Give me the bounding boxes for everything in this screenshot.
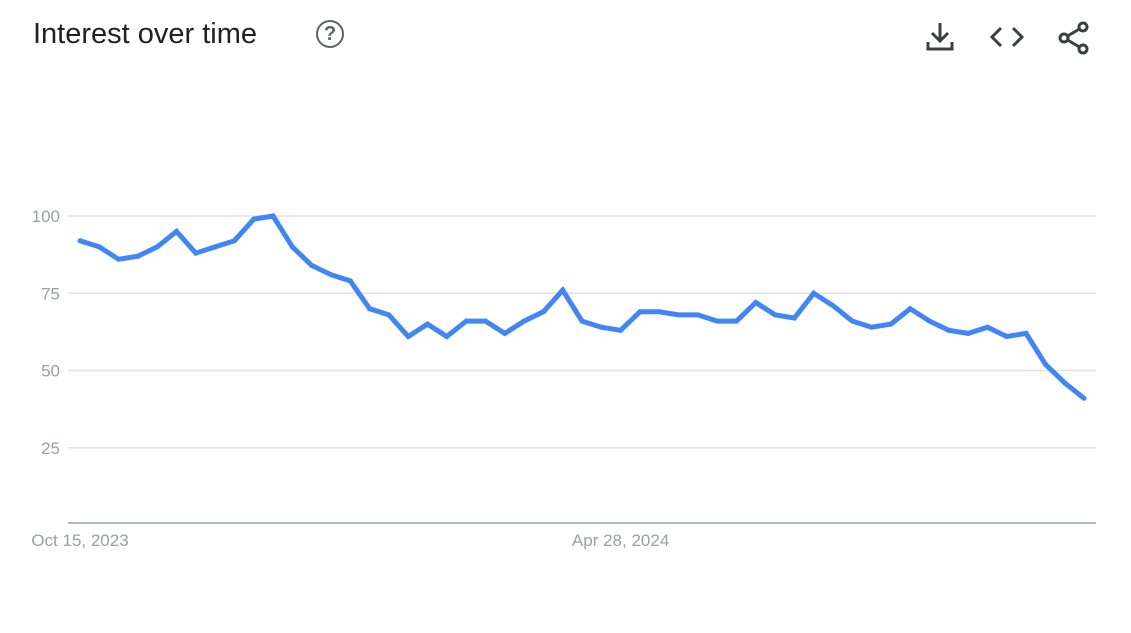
data-point [425,321,431,327]
data-point [849,318,855,324]
data-point [309,262,315,268]
data-point [96,244,102,250]
data-point [965,330,971,336]
y-tick-label: 50 [41,362,60,381]
data-point [540,309,546,315]
data-point [907,306,913,312]
data-point [791,315,797,321]
data-point [618,327,624,333]
data-point [869,324,875,330]
data-point [482,318,488,324]
data-point [154,244,160,250]
data-point [502,330,508,336]
data-point [637,309,643,315]
data-point [579,318,585,324]
data-point [174,228,180,234]
help-circle-icon[interactable]: ? [316,20,344,48]
data-point [676,312,682,318]
data-point [1042,361,1048,367]
data-point [598,324,604,330]
data-point [733,318,739,324]
x-tick-label: Oct 15, 2023 [31,531,128,550]
data-point [521,318,527,324]
embed-button[interactable] [989,20,1025,54]
data-point [270,213,276,219]
data-point [77,238,83,244]
x-tick-label: Apr 28, 2024 [572,531,669,550]
data-point [1062,380,1068,386]
data-point [1023,330,1029,336]
data-point [289,244,295,250]
y-tick-label: 100 [32,207,60,226]
data-point [984,324,990,330]
data-point [830,303,836,309]
data-point [753,300,759,306]
data-point [888,321,894,327]
chart-title: Interest over time [33,18,258,50]
data-point [1081,395,1087,401]
data-point [772,312,778,318]
data-point [251,216,257,222]
data-point [463,318,469,324]
data-point [386,312,392,318]
data-point [714,318,720,324]
data-point [347,278,353,284]
data-point [695,312,701,318]
embed-code-icon [989,26,1025,48]
download-icon [926,23,954,51]
data-point [328,272,334,278]
data-point [405,334,411,340]
data-point [231,238,237,244]
y-tick-label: 25 [41,439,60,458]
data-point [193,250,199,256]
data-point [811,290,817,296]
data-point [1004,334,1010,340]
data-point [656,309,662,315]
data-point [946,327,952,333]
data-point [444,334,450,340]
download-button[interactable] [924,20,956,54]
share-icon [1058,21,1089,55]
y-tick-label: 75 [41,284,60,303]
data-point [367,306,373,312]
data-point [212,244,218,250]
data-point [135,253,141,259]
data-point [116,256,122,262]
data-point [927,318,933,324]
data-point [560,287,566,293]
share-button[interactable] [1056,20,1092,56]
